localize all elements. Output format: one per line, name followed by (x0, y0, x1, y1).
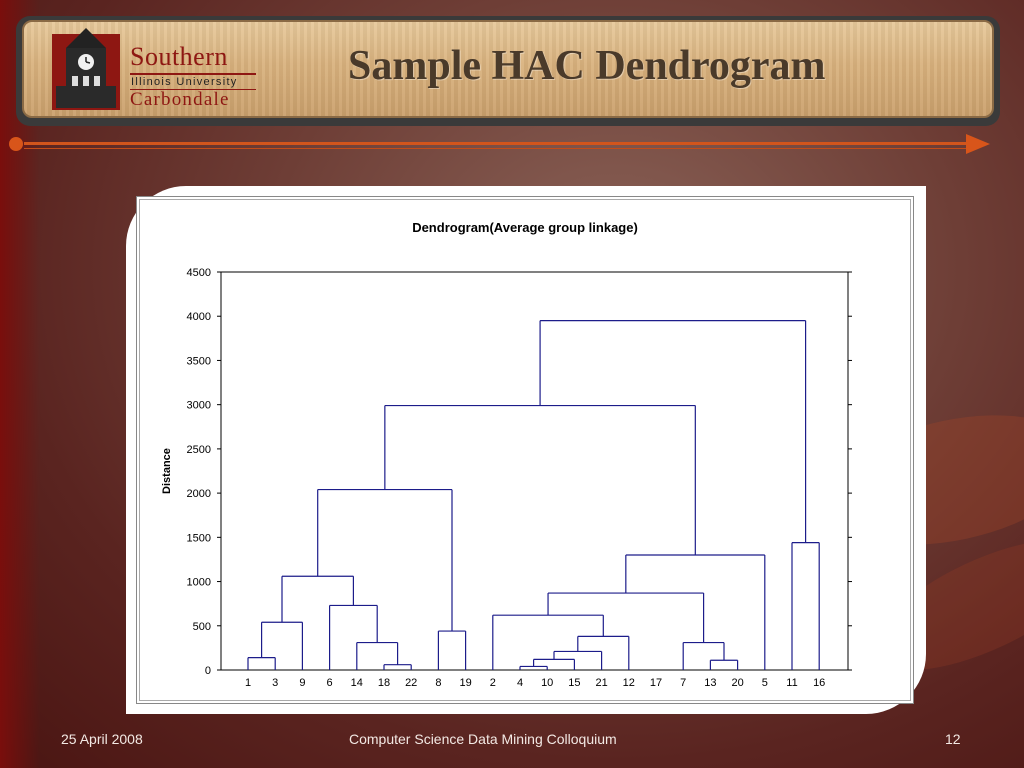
logo-rule-top (130, 73, 256, 75)
leaf-label: 12 (623, 677, 635, 689)
leaf-label: 21 (595, 677, 607, 689)
leaf-label: 8 (435, 677, 441, 689)
footer-date: 25 April 2008 (61, 731, 143, 747)
leaf-label: 1 (245, 677, 251, 689)
slide-title: Sample HAC Dendrogram (348, 43, 826, 89)
background-left-band (0, 0, 40, 768)
leaf-label: 17 (650, 677, 662, 689)
leaf-label: 14 (351, 677, 363, 689)
leaf-label: 20 (731, 677, 743, 689)
leaf-label: 7 (680, 677, 686, 689)
y-tick-label: 1500 (187, 532, 211, 544)
leaf-label: 22 (405, 677, 417, 689)
y-tick-label: 2500 (187, 444, 211, 456)
leaf-label: 9 (299, 677, 305, 689)
leaf-label: 5 (762, 677, 768, 689)
title-banner-wood (22, 20, 994, 118)
university-name-line2: Illinois University (131, 76, 238, 88)
leaf-label: 19 (459, 677, 471, 689)
y-tick-label: 3500 (187, 355, 211, 367)
leaf-label: 6 (327, 677, 333, 689)
page-number: 12 (945, 731, 961, 747)
y-tick-label: 1000 (187, 577, 211, 589)
y-tick-label: 0 (205, 665, 211, 677)
arrow-divider-thin (24, 148, 972, 149)
leaf-label: 18 (378, 677, 390, 689)
y-axis-label: Distance (161, 448, 173, 494)
y-tick-label: 500 (193, 621, 211, 633)
y-tick-label: 3000 (187, 400, 211, 412)
chart-title: Dendrogram(Average group linkage) (412, 220, 638, 235)
arrow-start-dot (9, 137, 23, 151)
footer-title: Computer Science Data Mining Colloquium (349, 731, 617, 747)
university-name-line3: Carbondale (130, 89, 230, 110)
logo-rule-bottom (130, 89, 256, 90)
chart-frame (136, 196, 914, 704)
leaf-label: 3 (272, 677, 278, 689)
leaf-label: 10 (541, 677, 553, 689)
y-tick-label: 4000 (187, 311, 211, 323)
arrow-head-icon (966, 134, 990, 154)
leaf-label: 16 (813, 677, 825, 689)
y-tick-label: 4500 (187, 267, 211, 279)
y-tick-label: 2000 (187, 488, 211, 500)
leaf-label: 15 (568, 677, 580, 689)
leaf-label: 4 (517, 677, 523, 689)
clock-tower-icon (52, 28, 120, 110)
university-name-line1: Southern (130, 42, 228, 71)
leaf-label: 2 (490, 677, 496, 689)
chart-frame-inner (139, 199, 911, 701)
arrow-divider (24, 142, 972, 145)
leaf-label: 13 (704, 677, 716, 689)
plot-area (220, 271, 849, 671)
leaf-label: 11 (786, 677, 797, 689)
